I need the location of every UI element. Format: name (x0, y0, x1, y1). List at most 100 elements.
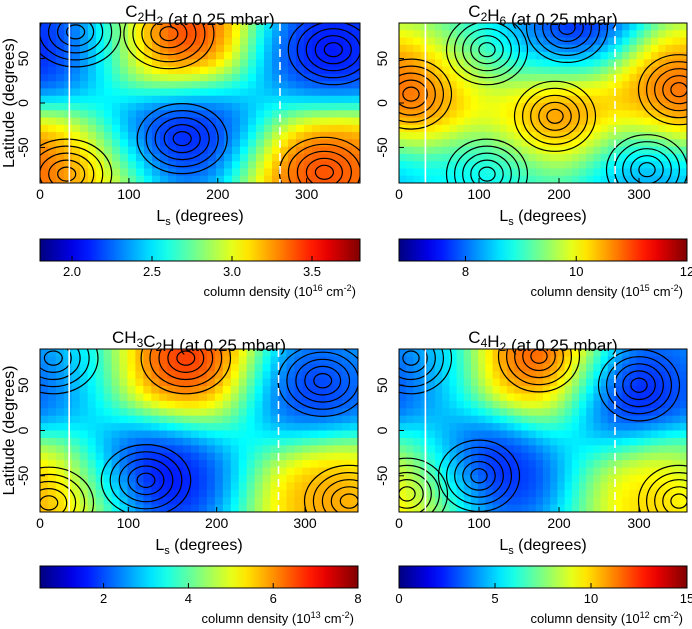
heatmap-cell (571, 23, 580, 31)
heatmap-cell (586, 415, 594, 424)
heatmap-cell (318, 460, 327, 469)
heatmap-cell (615, 489, 623, 498)
heatmap-cell (328, 88, 337, 97)
heatmap-cell (56, 110, 65, 119)
heatmap-cell (485, 356, 494, 365)
heatmap-cell (175, 467, 184, 476)
heatmap-cell (127, 386, 136, 395)
heatmap-cell (528, 95, 537, 104)
heatmap-cell (672, 37, 681, 46)
heatmap-cell (615, 415, 623, 424)
heatmap-cell (208, 132, 217, 140)
heatmap-cell (246, 349, 256, 358)
heatmap-cell (492, 460, 501, 469)
heatmap-cell (232, 146, 241, 155)
heatmap-cell (679, 110, 687, 119)
heatmap-cell (535, 356, 544, 365)
heatmap-cell (492, 30, 501, 39)
heatmap-cell (651, 139, 659, 148)
heatmap-cell (528, 371, 537, 380)
heatmap-cell (593, 467, 602, 476)
heatmap-cell (557, 161, 566, 170)
heatmap-cell (514, 445, 522, 454)
heatmap-cell (224, 124, 233, 133)
heatmap-cell (208, 44, 217, 53)
heatmap-cell (175, 445, 184, 454)
heatmap-cell (48, 175, 57, 183)
heatmap-cell (507, 356, 515, 365)
heatmap-cell (471, 117, 479, 126)
heatmap-cell (629, 445, 638, 454)
heatmap-cell (152, 52, 161, 60)
heatmap-cell (643, 386, 652, 395)
heatmap-cell (435, 30, 443, 39)
heatmap-cell (72, 30, 81, 39)
heatmap-cell (136, 124, 145, 133)
heatmap-cell (643, 52, 652, 60)
heatmap-cell (564, 168, 573, 177)
heatmap-cell (168, 132, 177, 140)
heatmap-cell (328, 52, 337, 60)
heatmap-cell (615, 88, 623, 97)
heatmap-cell (600, 59, 609, 68)
heatmap-cell (651, 489, 659, 498)
heatmap-cell (615, 474, 623, 483)
heatmap-cell (48, 168, 57, 177)
heatmap-cell (55, 371, 65, 380)
heatmap-cell (679, 356, 687, 365)
heatmap-cell (679, 132, 687, 140)
heatmap-cell (478, 430, 486, 439)
heatmap-cell (449, 474, 458, 483)
heatmap-cell (144, 23, 153, 31)
heatmap-cell (485, 378, 494, 387)
heatmap-cell (471, 146, 479, 155)
heatmap-cell (535, 430, 544, 439)
heatmap-cell (535, 168, 544, 177)
heatmap-cell (406, 59, 414, 68)
colorbar-label: column density (1012 cm-2) (531, 610, 683, 626)
contour-line (40, 480, 77, 512)
heatmap-cell (435, 408, 443, 417)
heatmap-cell (571, 437, 580, 446)
heatmap-cell (665, 415, 674, 424)
heatmap-cell (128, 153, 137, 162)
heatmap-cell (200, 153, 209, 162)
heatmap-cell (557, 363, 566, 372)
heatmap-cell (420, 460, 429, 469)
heatmap-cell (88, 139, 97, 148)
heatmap-cell (248, 161, 257, 170)
heatmap-cell (238, 460, 248, 469)
heatmap-cell (543, 408, 551, 417)
heatmap-cell (48, 153, 57, 162)
heatmap-cell (485, 497, 494, 506)
heatmap-cell (168, 175, 177, 183)
heatmap-cell (528, 44, 537, 53)
heatmap-cell (629, 59, 638, 68)
heatmap-cell (528, 66, 537, 75)
heatmap-cell (622, 497, 630, 506)
heatmap-cell (206, 474, 216, 483)
heatmap-cell (119, 482, 129, 491)
heatmap-cell (636, 37, 645, 46)
contour-line (399, 349, 436, 381)
heatmap-cell (485, 117, 494, 126)
heatmap-cell (521, 153, 530, 162)
heatmap-cell (499, 168, 508, 177)
heatmap-cell (278, 482, 288, 491)
heatmap-cell (352, 175, 360, 183)
heatmap-cell (564, 423, 573, 432)
heatmap-cell (427, 437, 436, 446)
heatmap-cell (112, 66, 121, 75)
heatmap-cell (222, 482, 232, 491)
heatmap-cell (492, 489, 501, 498)
heatmap-cell (344, 59, 353, 68)
heatmap-cell (492, 139, 501, 148)
heatmap-cell (492, 415, 501, 424)
heatmap-cell (184, 66, 193, 75)
heatmap-cell (350, 467, 358, 476)
heatmap-cell (557, 66, 566, 75)
heatmap-cell (449, 146, 458, 155)
heatmap-cell (600, 132, 609, 140)
heatmap-cell (543, 73, 551, 82)
heatmap-cell (665, 378, 674, 387)
